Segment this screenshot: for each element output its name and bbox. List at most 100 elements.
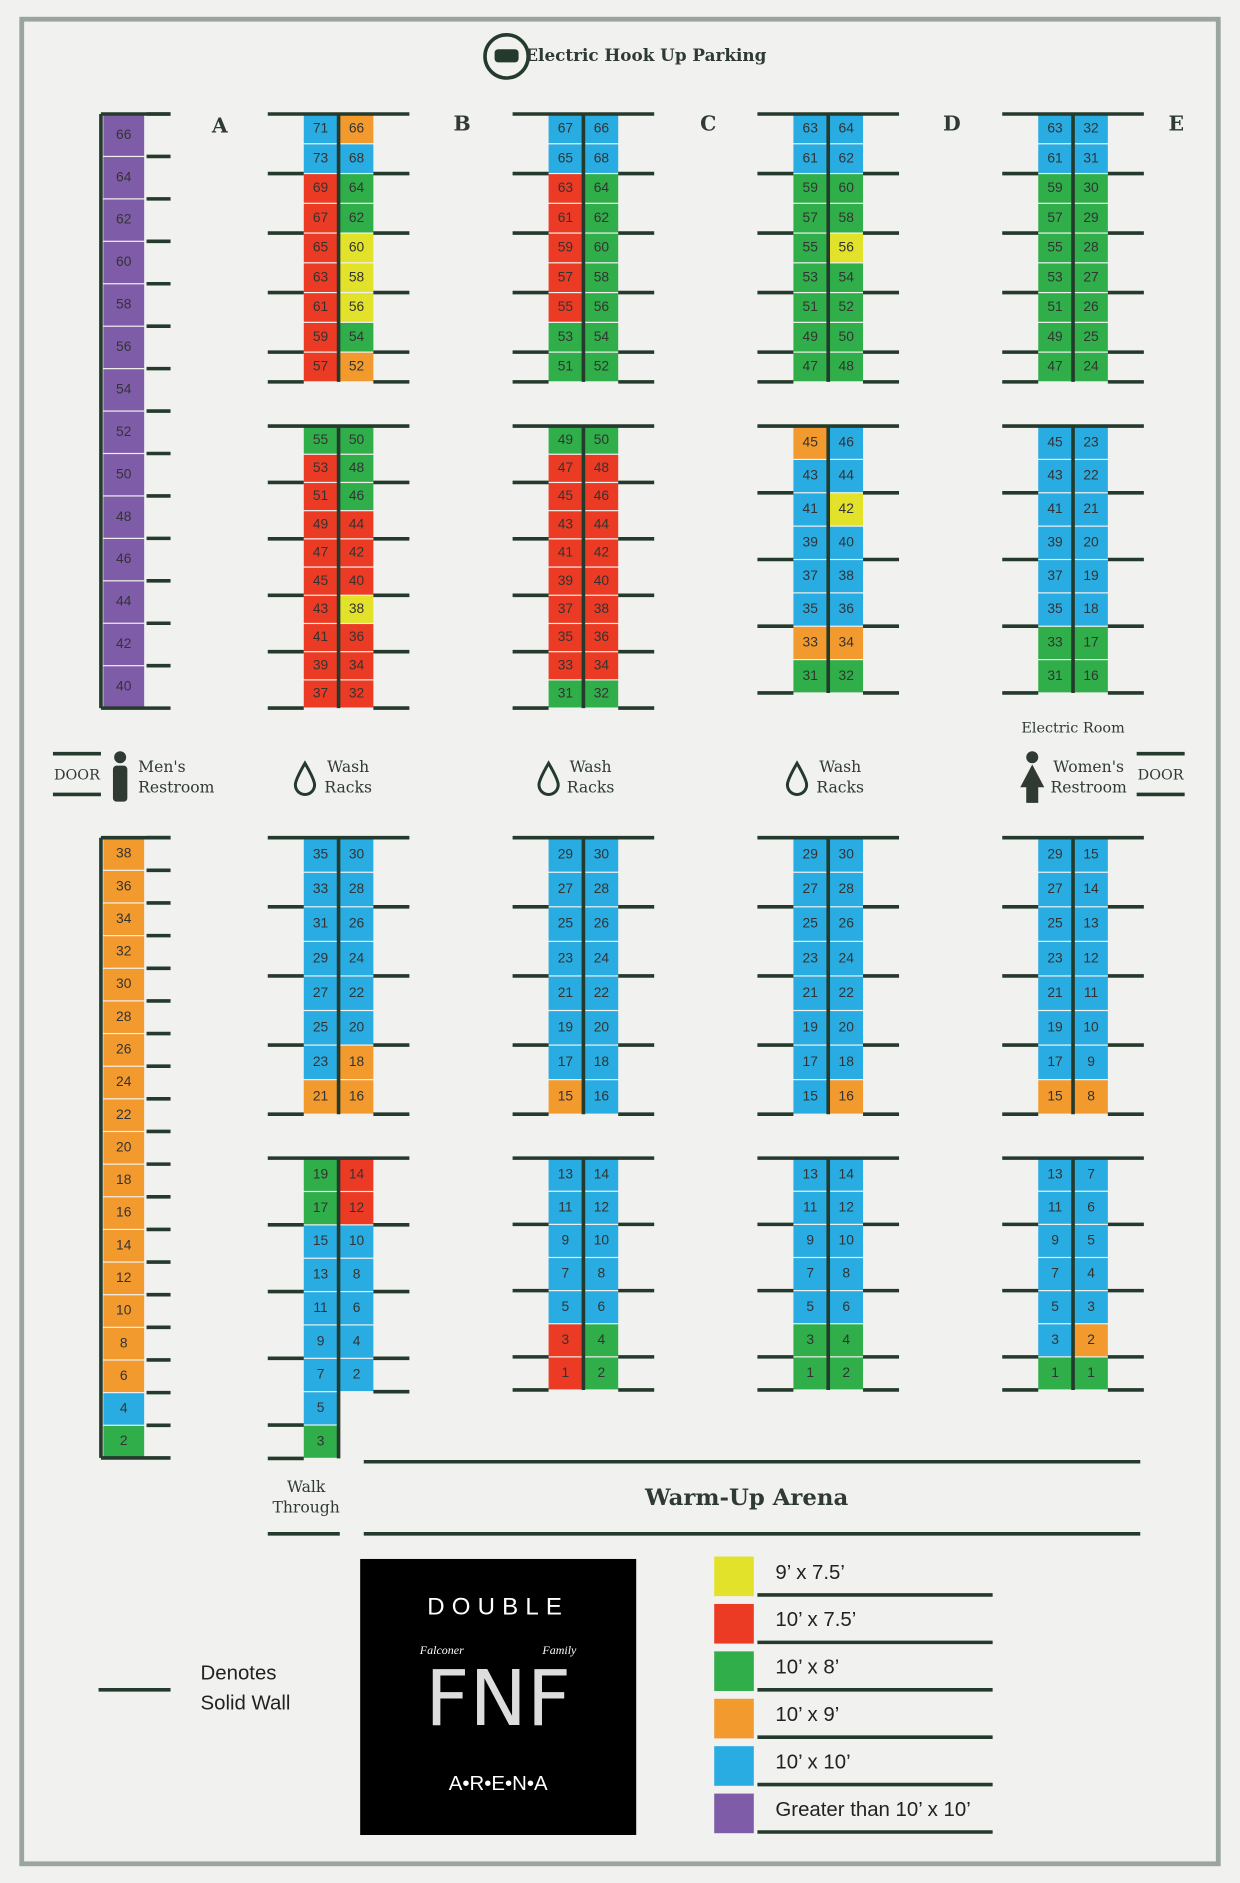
stall — [1038, 1291, 1072, 1324]
stall — [584, 652, 619, 680]
stall — [339, 174, 374, 203]
stall — [303, 1325, 338, 1358]
stall — [548, 1045, 583, 1080]
stall-number: 33 — [1047, 635, 1063, 650]
stall — [829, 626, 864, 659]
legend-swatch — [714, 1746, 754, 1786]
stall — [793, 660, 828, 693]
stall-number: 15 — [313, 1233, 329, 1248]
stall — [584, 426, 619, 454]
stall — [829, 493, 864, 526]
restroom-label: Restroom — [138, 778, 214, 796]
stall — [103, 411, 145, 453]
stall — [584, 1045, 619, 1080]
stall-number: 55 — [313, 432, 329, 447]
stall — [1038, 1080, 1072, 1114]
stall — [103, 496, 145, 538]
stall-number: 17 — [1047, 1054, 1062, 1069]
stall-number: 6 — [353, 1300, 361, 1315]
stall-number: 35 — [313, 847, 329, 862]
stall — [339, 511, 374, 539]
stall — [548, 976, 583, 1010]
stall — [103, 1164, 145, 1197]
stall-number: 14 — [839, 1166, 855, 1181]
stall-number: 2 — [1087, 1332, 1095, 1347]
stall-number: 51 — [1047, 299, 1062, 314]
stall-number: 11 — [313, 1300, 327, 1315]
stall — [339, 567, 374, 595]
stall-number: 36 — [349, 629, 365, 644]
stall-number: 12 — [594, 1199, 609, 1214]
stall-number: 25 — [1047, 916, 1063, 931]
stall-number: 68 — [349, 150, 365, 165]
stall-number: 57 — [313, 359, 328, 374]
stall — [303, 114, 338, 144]
stall-number: 67 — [313, 210, 328, 225]
stall — [1038, 426, 1072, 459]
stall — [1038, 322, 1072, 352]
stall-number: 34 — [349, 657, 365, 672]
stall — [584, 624, 619, 652]
stall-number: 58 — [594, 269, 610, 284]
stall-number: 14 — [116, 1237, 132, 1252]
stall — [548, 941, 583, 976]
stall-number: 7 — [562, 1266, 570, 1281]
stall-number: 61 — [1047, 150, 1062, 165]
stall-number: 54 — [349, 329, 365, 344]
stall-number: 31 — [558, 686, 573, 701]
legend-label: 10’ x 10’ — [775, 1751, 850, 1773]
stall — [793, 872, 828, 907]
logo-text: DOUBLE — [427, 1594, 569, 1621]
stall-number: 39 — [313, 657, 329, 672]
stall-number: 47 — [1047, 359, 1062, 374]
stall — [339, 322, 374, 352]
stall — [103, 581, 145, 623]
stall — [1074, 560, 1108, 593]
stall — [1074, 203, 1108, 233]
stall — [548, 426, 583, 454]
stall-number: 11 — [558, 1199, 572, 1214]
stall-number: 6 — [598, 1299, 606, 1314]
stall — [303, 1258, 338, 1291]
stall — [793, 1324, 828, 1357]
stall-number: 63 — [558, 180, 574, 195]
stall-number: 9 — [562, 1233, 570, 1248]
aisle-label: D — [943, 111, 961, 135]
stall — [103, 284, 145, 326]
stall — [303, 680, 338, 708]
stall-number: 53 — [558, 329, 574, 344]
stall-number: 16 — [594, 1089, 610, 1104]
stall — [1038, 560, 1072, 593]
legend-swatch — [714, 1603, 754, 1644]
stall — [1038, 941, 1072, 976]
stall-number: 37 — [803, 568, 818, 583]
stall-number: 50 — [839, 329, 855, 344]
logo-box — [360, 1558, 637, 1835]
stall-number: 31 — [1047, 668, 1062, 683]
stall — [339, 293, 374, 322]
stall — [339, 838, 374, 872]
stall — [548, 1011, 583, 1045]
stall-number: 61 — [313, 299, 328, 314]
stall — [548, 1158, 583, 1191]
stall-number: 5 — [317, 1400, 325, 1415]
stall-number: 33 — [803, 635, 819, 650]
stall-number: 39 — [803, 534, 819, 549]
stall-number: 30 — [594, 847, 610, 862]
stall — [103, 1132, 145, 1164]
stall — [584, 144, 619, 173]
stall — [103, 838, 145, 870]
stall — [584, 539, 619, 567]
stall-number: 38 — [839, 568, 855, 583]
stall — [829, 114, 864, 144]
stall-number: 41 — [558, 545, 573, 560]
stall-number: 51 — [558, 359, 573, 374]
stall-number: 52 — [116, 424, 131, 439]
stall-number: 4 — [353, 1333, 361, 1348]
stall-number: 53 — [803, 269, 819, 284]
stall-number: 26 — [839, 916, 855, 931]
stall-number: 46 — [839, 434, 855, 449]
stall-number: 17 — [1083, 635, 1098, 650]
stall — [103, 369, 145, 411]
stall — [829, 1357, 864, 1390]
